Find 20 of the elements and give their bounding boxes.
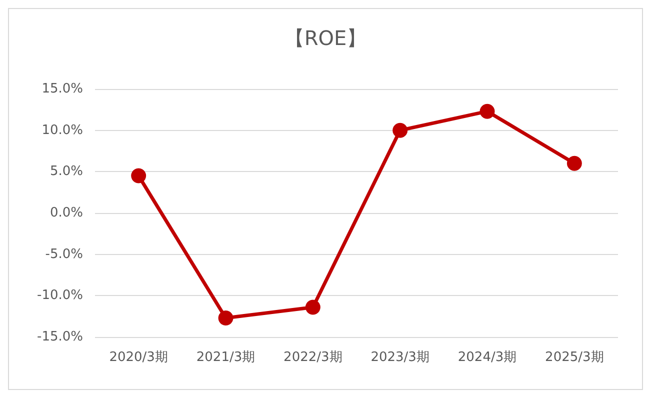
point: [480, 104, 495, 119]
y-tick-label: 15.0%: [42, 82, 83, 96]
point: [392, 122, 408, 138]
y-tick-label: 5.0%: [50, 164, 83, 180]
x-tick-label: 2023/3期: [370, 350, 430, 365]
x-tick-label: 2022/3期: [284, 350, 342, 365]
x-tick-label: 2025/3期: [545, 350, 604, 365]
point: [131, 168, 146, 184]
y-tick-label: 0.0%: [50, 206, 83, 220]
x-tick-label: 2021/3期: [196, 350, 256, 365]
point: [566, 156, 582, 171]
x-tick-label: 2024/3期: [458, 350, 517, 365]
point: [218, 310, 234, 326]
x-tick-label: 2020/3期: [109, 350, 168, 365]
point: [305, 300, 320, 315]
chart-title: 【ROE】: [284, 26, 367, 50]
y-tick-label: -10.0%: [37, 288, 83, 304]
y-tick-label: -15.0%: [37, 330, 83, 344]
y-tick-label: -5.0%: [45, 246, 83, 262]
y-tick-label: 10.0%: [42, 122, 83, 138]
